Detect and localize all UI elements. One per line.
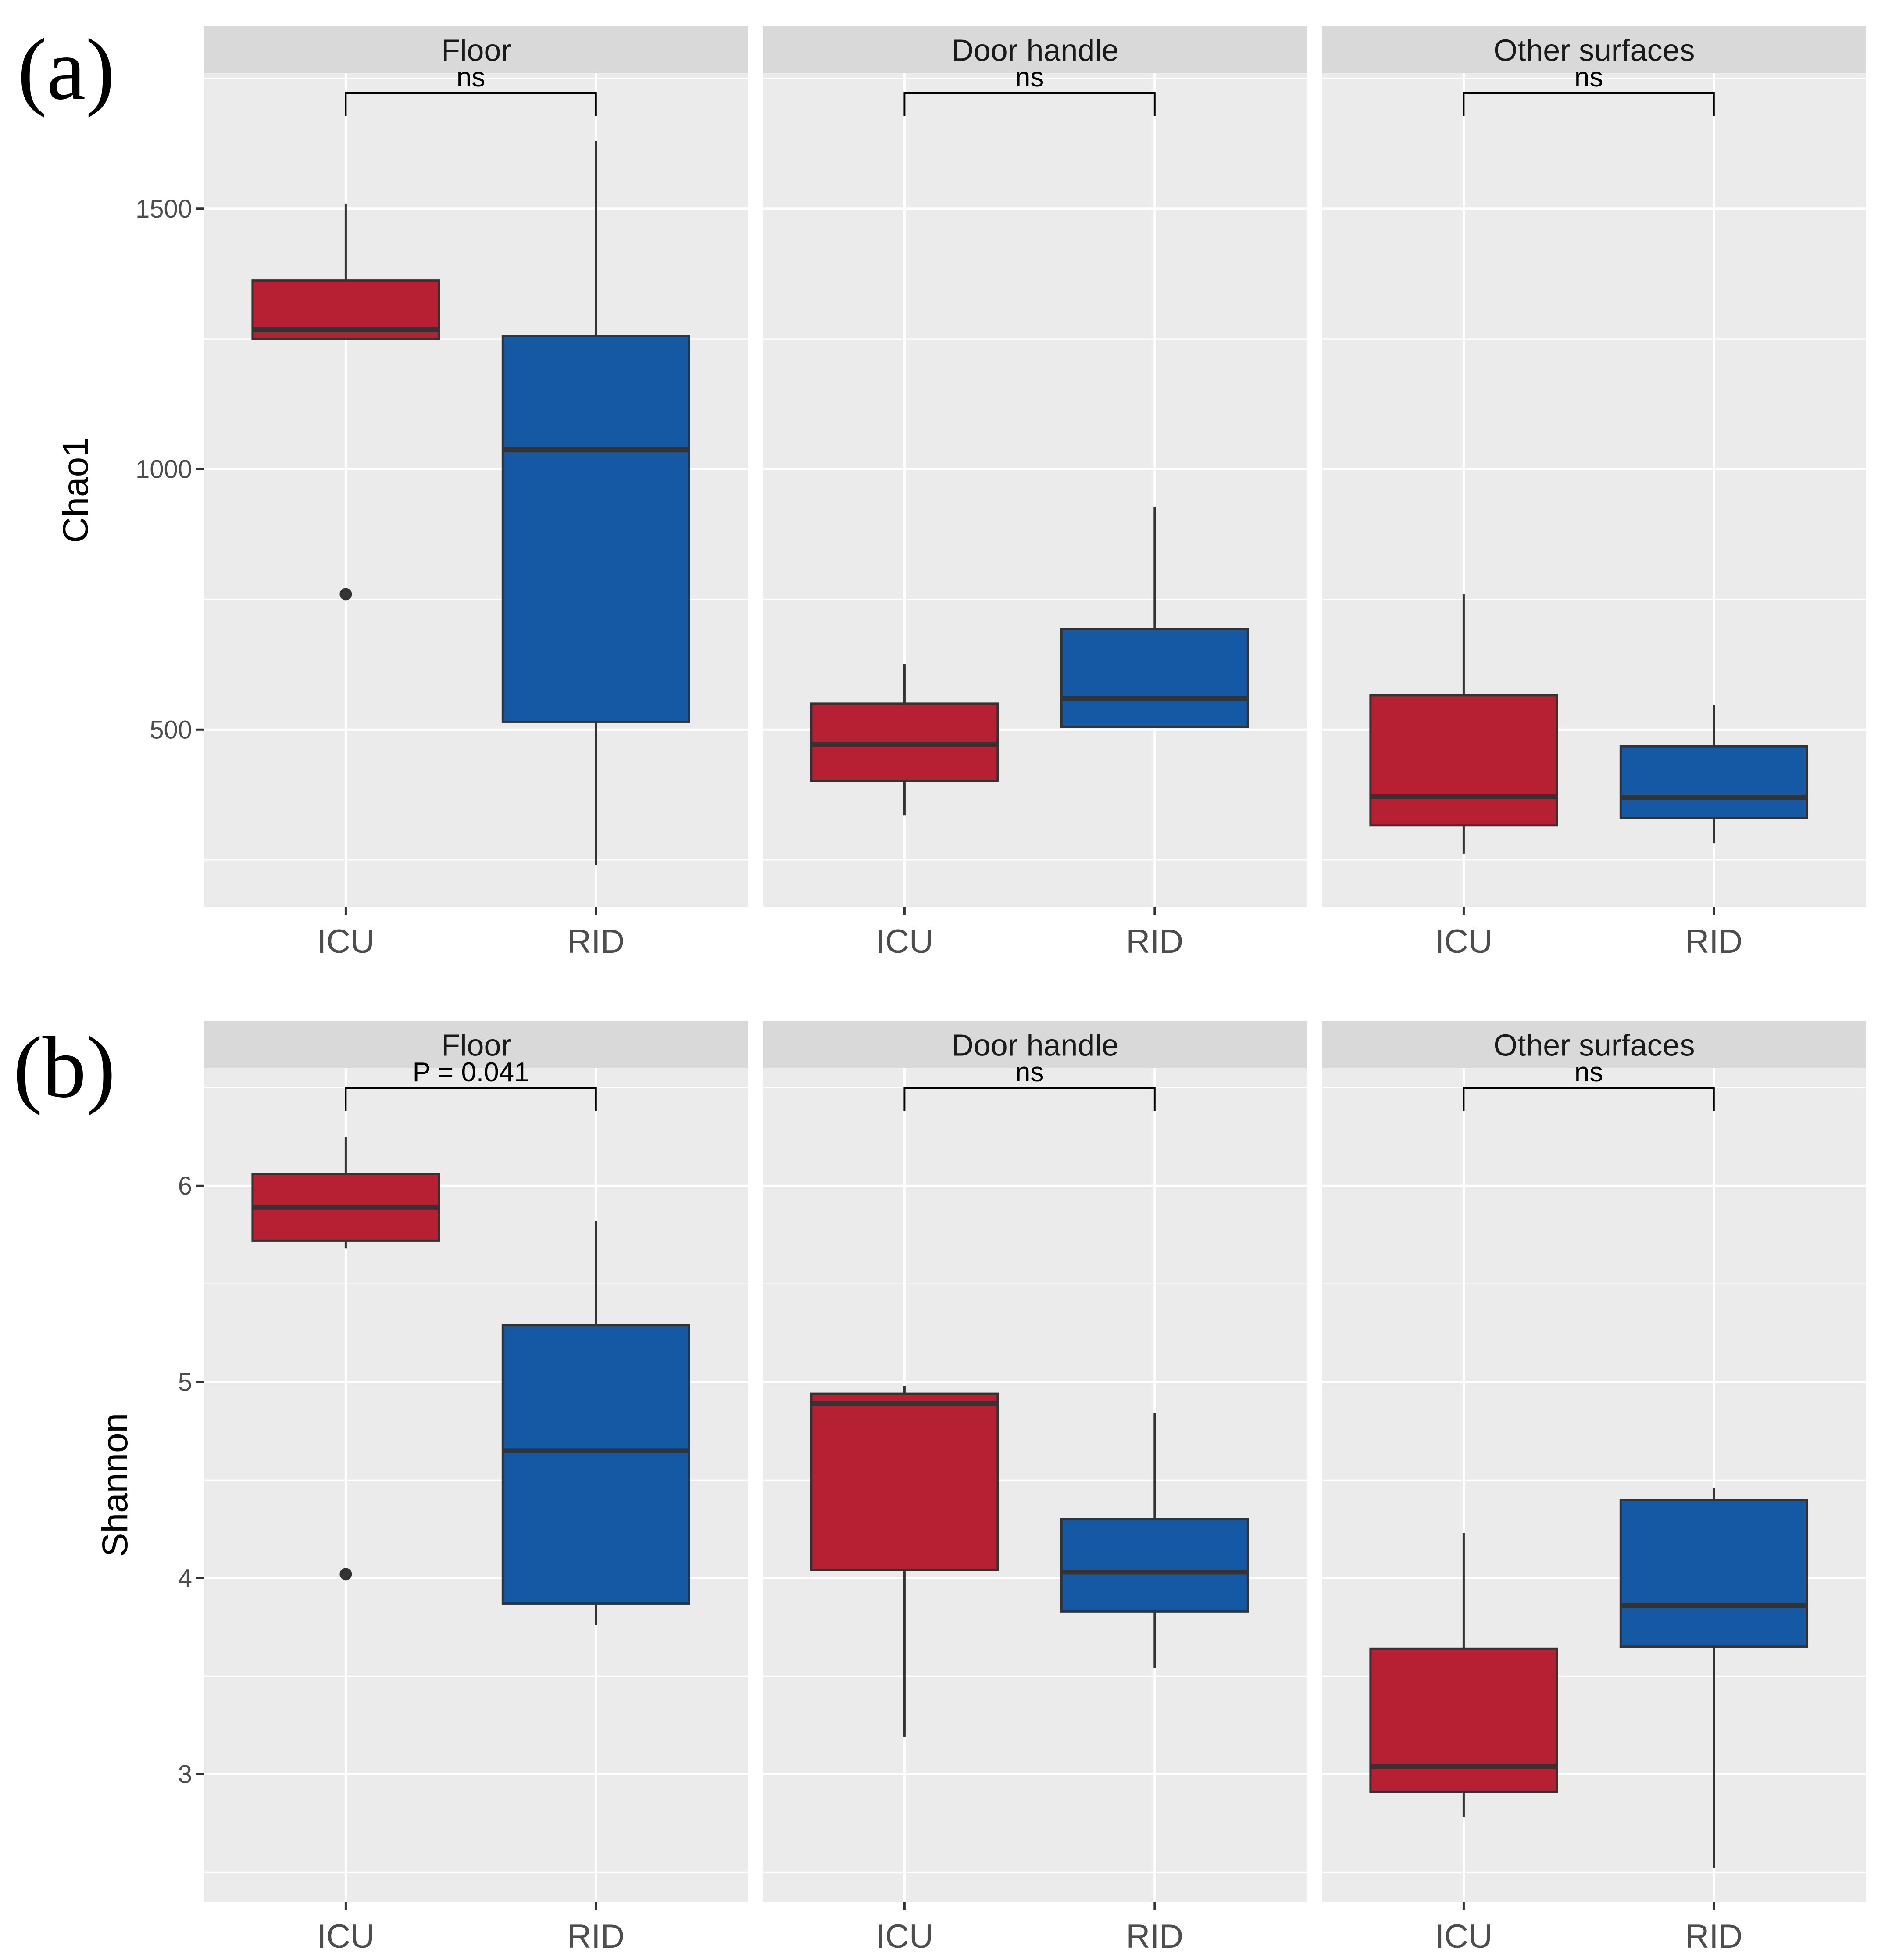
significance-label: ns (1574, 1057, 1603, 1087)
x-tick-label: RID (1126, 923, 1183, 960)
facet-title: Door handle (951, 1028, 1118, 1062)
x-tick-label: ICU (317, 1918, 375, 1955)
significance-label: ns (1015, 1057, 1044, 1087)
y-tick-label: 5 (178, 1368, 192, 1396)
significance-bracket (1463, 92, 1715, 116)
facet-title: Door handle (951, 33, 1118, 68)
x-tick-label: RID (567, 923, 625, 960)
facet-title: Floor (441, 33, 511, 68)
x-tick-label: ICU (876, 923, 933, 960)
significance-bracket (903, 1087, 1156, 1111)
box-icu (810, 664, 999, 816)
box-rid (1060, 1413, 1249, 1668)
x-tick-label: RID (567, 1918, 625, 1955)
outlier-point (339, 1568, 352, 1581)
y-tick-label: 1000 (136, 455, 192, 484)
box-rid (501, 1221, 690, 1625)
x-tick-label: ICU (1435, 923, 1492, 960)
outlier-point (339, 588, 352, 601)
significance-bracket (1463, 1087, 1715, 1111)
significance-label: ns (457, 62, 485, 93)
box-iqr (1369, 1647, 1558, 1793)
y-axis-title: Chao1 (56, 437, 96, 543)
significance-label: ns (1015, 62, 1044, 93)
box-rid (1619, 1488, 1808, 1868)
x-tick-label: RID (1685, 923, 1742, 960)
box-iqr (501, 335, 690, 723)
box-iqr (1369, 694, 1558, 827)
facet-title: Other surfaces (1493, 33, 1695, 68)
y-tick-label: 500 (150, 715, 192, 744)
y-axis-title: Shannon (95, 1413, 135, 1557)
box-iqr (1060, 628, 1249, 728)
box-iqr (501, 1324, 690, 1605)
significance-label: P = 0.041 (413, 1057, 529, 1087)
box-rid (1060, 507, 1249, 728)
box-icu (251, 1137, 440, 1581)
significance-bracket (345, 92, 597, 116)
facet-title: Other surfaces (1493, 1028, 1695, 1062)
box-iqr (1619, 1499, 1808, 1648)
facet-strip (1322, 26, 1866, 73)
box-icu (1369, 1533, 1558, 1817)
y-tick-label: 3 (178, 1760, 192, 1788)
panel-letter: (b) (13, 1019, 115, 1116)
facet-strip (763, 26, 1307, 73)
y-tick-label: 6 (178, 1172, 192, 1200)
x-tick-label: ICU (317, 923, 375, 960)
significance-label: ns (1574, 62, 1603, 93)
significance-bracket (903, 92, 1156, 116)
box-icu (251, 203, 440, 601)
facet-strip (204, 26, 748, 73)
significance-bracket (345, 1087, 597, 1111)
x-tick-label: RID (1685, 1918, 1742, 1955)
panel-letter: (a) (18, 21, 115, 118)
x-tick-label: ICU (1435, 1918, 1492, 1955)
box-rid (501, 141, 690, 865)
box-iqr (810, 1392, 999, 1571)
facet-title: Floor (441, 1028, 511, 1062)
x-tick-label: ICU (876, 1918, 933, 1955)
box-iqr (1619, 745, 1808, 819)
x-tick-label: RID (1126, 1918, 1183, 1955)
facet-strip (1322, 1021, 1866, 1068)
box-rid (1619, 705, 1808, 844)
y-tick-label: 1500 (136, 195, 192, 223)
box-iqr (1060, 1518, 1249, 1613)
box-icu (810, 1386, 999, 1737)
facet-strip (204, 1021, 748, 1068)
y-tick-label: 4 (178, 1564, 192, 1592)
box-icu (1369, 594, 1558, 854)
facet-strip (763, 1021, 1307, 1068)
